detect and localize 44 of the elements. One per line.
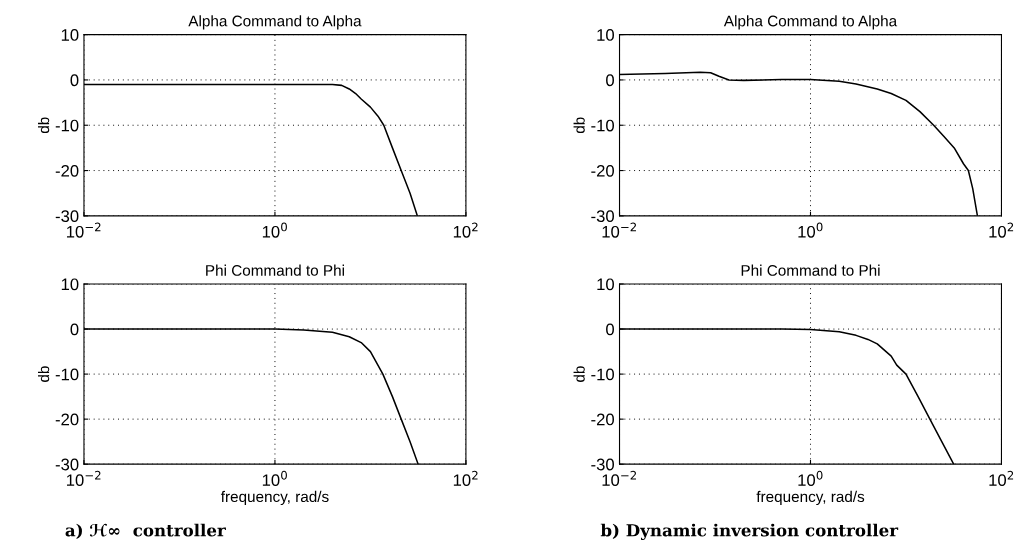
y-tick-label: 10 bbox=[597, 278, 615, 291]
y-tick-label: -10 bbox=[55, 119, 79, 132]
y-tick-label: 0 bbox=[70, 323, 79, 336]
y-tick-label: -30 bbox=[55, 458, 79, 471]
text: a) ℋ∞ controller bbox=[65, 523, 226, 539]
x-tick-label: 10$^{−2}$ bbox=[602, 222, 636, 238]
x-tick-label: 10$^{2}$ bbox=[989, 222, 1014, 238]
x-tick-label: 10$^{0}$ bbox=[798, 222, 823, 238]
y-axis-title: db bbox=[38, 117, 50, 134]
x-tick-label: 10$^{2}$ bbox=[453, 222, 478, 238]
y-tick-label: 0 bbox=[70, 74, 79, 87]
y-tick-label: 0 bbox=[606, 323, 615, 336]
y-tick-label: 10 bbox=[61, 278, 79, 291]
y-tick-label: -30 bbox=[591, 458, 615, 471]
x-tick-label: 10$^{2}$ bbox=[453, 470, 478, 487]
y-tick-label: -20 bbox=[55, 164, 79, 177]
y-tick-label: -10 bbox=[591, 119, 615, 132]
chart-title: Phi Command to Phi bbox=[206, 264, 344, 276]
y-tick-label: -10 bbox=[55, 368, 79, 381]
text: b) Dynamic inversion controller bbox=[600, 523, 899, 540]
x-axis-title: frequency, rad/s bbox=[756, 490, 865, 506]
x-tick-label: 10$^{0}$ bbox=[798, 470, 823, 487]
x-tick-label: 10$^{0}$ bbox=[262, 470, 287, 487]
y-axis-title: db bbox=[573, 366, 585, 382]
chart-title: Alpha Command to Alpha bbox=[723, 15, 898, 30]
x-tick-label: 10$^{−2}$ bbox=[66, 222, 101, 238]
y-tick-label: -20 bbox=[591, 413, 615, 426]
x-tick-label: 10$^{−2}$ bbox=[602, 470, 636, 487]
chart-title: Phi Command to Phi bbox=[741, 264, 880, 276]
y-tick-label: -30 bbox=[591, 210, 615, 223]
y-tick-label: 0 bbox=[606, 74, 615, 87]
y-tick-label: 10 bbox=[61, 29, 79, 41]
y-tick-label: -10 bbox=[591, 368, 615, 381]
x-tick-label: 10$^{2}$ bbox=[989, 470, 1014, 487]
x-tick-label: 10$^{−2}$ bbox=[66, 470, 101, 487]
y-tick-label: -30 bbox=[55, 210, 79, 223]
x-axis-title: frequency, rad/s bbox=[220, 490, 329, 506]
chart-title: Alpha Command to Alpha bbox=[188, 15, 362, 30]
y-tick-label: -20 bbox=[55, 413, 79, 426]
y-tick-label: 10 bbox=[597, 29, 615, 41]
y-axis-title: db bbox=[573, 117, 585, 134]
y-tick-label: -20 bbox=[591, 164, 615, 177]
x-tick-label: 10$^{0}$ bbox=[262, 222, 287, 238]
y-axis-title: db bbox=[38, 366, 50, 382]
